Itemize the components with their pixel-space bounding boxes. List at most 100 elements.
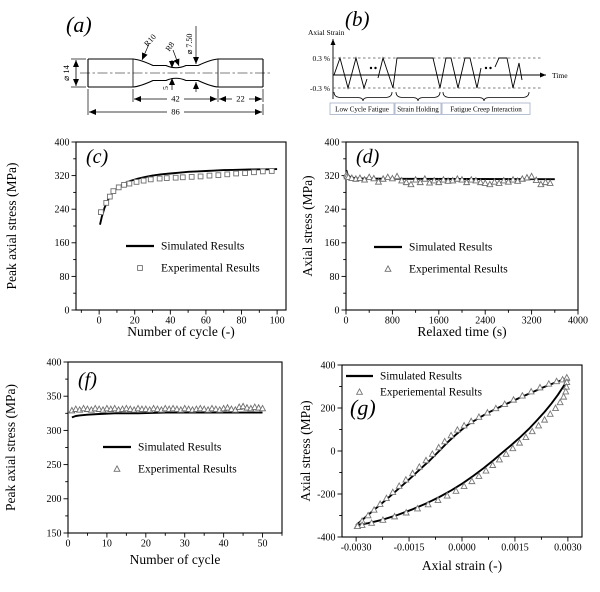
marker-triangle: [443, 491, 451, 499]
x-tick-label: 0.0015: [501, 543, 529, 554]
marker-triangle: [467, 417, 475, 425]
marker-triangle: [79, 404, 88, 412]
marker-triangle: [541, 178, 550, 186]
marker-triangle: [356, 174, 364, 181]
x-tick-label: -0.0015: [394, 543, 425, 554]
marker-triangle: [475, 412, 483, 420]
marker-triangle: [367, 518, 376, 526]
marker-square: [121, 181, 127, 188]
region-label-fci: Fatigue Creep Interaction: [450, 106, 522, 114]
dia750-label: ⌀ 7.50: [185, 34, 194, 55]
marker-triangle: [181, 404, 189, 412]
panel-a-label: (a): [66, 12, 92, 37]
marker-square: [233, 170, 240, 177]
marker-square: [197, 173, 204, 180]
chart-c-peak-stress-vs-cycles: 0 20 40 60 80 100 0 80 160 240 320 400 Number of cyc…: [4, 137, 287, 339]
marker-triangle: [452, 486, 460, 494]
marker-triangle: [482, 466, 490, 474]
marker-triangle: [428, 449, 437, 457]
marker-triangle: [398, 176, 406, 184]
marker-triangle: [500, 176, 508, 184]
marker-triangle: [113, 464, 121, 472]
legend-label: Experimental Results: [138, 464, 237, 476]
marker-triangle: [415, 462, 423, 470]
y-tick-label: 0: [331, 446, 336, 457]
marker-triangle: [460, 421, 468, 429]
y-tick-label: 250: [47, 460, 62, 471]
x-tick-label: 30: [180, 539, 190, 550]
region-box-lcf: [329, 102, 395, 115]
y-axis-label: Peak axial stress (MPa): [3, 384, 18, 511]
marker-triangle: [355, 387, 364, 395]
marker-triangle: [556, 398, 564, 406]
marker-triangle: [413, 504, 422, 512]
marker-triangle: [388, 174, 397, 182]
panel-f-chart: 0 10 20 30 40 50 150 200 250 300 350 400 Number of c…: [0, 340, 300, 592]
marker-triangle: [472, 176, 480, 184]
marker-triangle: [411, 175, 420, 183]
panel-label: (f): [78, 369, 97, 391]
marker-triangle: [515, 438, 524, 446]
chart-f-peak-stress-vs-cycles: 0 10 20 30 40 50 150 200 250 300 350 400 Number of c…: [3, 357, 283, 567]
brace-low-cycle-fatigue: [333, 91, 393, 102]
waveform-xlabel: Time: [552, 71, 568, 80]
region-label-holding: Strain Holding: [397, 106, 439, 114]
marker-triangle: [161, 404, 169, 412]
marker-triangle: [103, 404, 111, 412]
legend-label: Experimental Results: [409, 264, 508, 276]
marker-triangle: [453, 174, 462, 182]
marker-triangle: [489, 461, 497, 468]
marker-triangle: [402, 475, 410, 483]
marker-triangle: [364, 511, 372, 519]
marker-triangle: [492, 404, 500, 412]
x-tick-label: 0.0030: [554, 543, 582, 554]
y-tick-label: 0: [65, 305, 70, 316]
marker-triangle: [522, 433, 530, 440]
ellipsis-dot: [489, 66, 492, 70]
marker-triangle: [184, 405, 193, 412]
marker-square: [137, 265, 143, 271]
x-tick-label: 60: [201, 316, 211, 327]
legend-label: Experiemental Results: [380, 387, 482, 399]
x-tick-label: 800: [385, 316, 400, 327]
panel-d-chart: 0 800 1600 2400 3200 4000 0 80 160 240 320 400 Relax…: [300, 118, 600, 340]
marker-triangle: [422, 456, 430, 464]
x-axis-label: Number of cycle (-): [127, 324, 235, 339]
marker-triangle: [251, 403, 259, 410]
marker-triangle: [212, 405, 220, 412]
chart-d-stress-relaxation: 0 800 1600 2400 3200 4000 0 80 160 240 320 400 Relax…: [300, 137, 588, 339]
waveform-lcf-segment: [333, 56, 368, 90]
waveform-hold-segment: [377, 56, 482, 89]
marker-triangle: [518, 391, 527, 399]
marker-triangle: [382, 494, 391, 502]
marker-triangle: [83, 405, 92, 412]
marker-triangle: [435, 443, 443, 451]
panel-b-waveform-diagram: (b) Axial Strain Time 0.3 % -0.3 %: [300, 0, 600, 118]
marker-triangle: [534, 421, 543, 429]
lower-limit-label: -0.3 %: [310, 84, 330, 93]
brace-fatigue-creep: [442, 91, 530, 102]
marker-triangle: [501, 400, 509, 407]
marker-triangle: [527, 172, 536, 180]
marker-square: [188, 174, 195, 180]
marker-triangle: [453, 425, 462, 433]
y-tick-label: -400: [317, 532, 335, 543]
y-tick-label: 240: [325, 205, 340, 216]
marker-square: [242, 170, 248, 176]
dim-text-bg: [167, 107, 184, 116]
marker-triangle: [142, 405, 150, 412]
x-axis-label: Number of cycle: [130, 552, 221, 567]
marker-triangle: [562, 387, 570, 395]
marker-triangle: [126, 405, 134, 412]
marker-triangle: [407, 180, 415, 188]
marker-triangle: [424, 500, 432, 508]
legend-label: Simulated Results: [380, 371, 462, 383]
marker-triangle: [495, 455, 504, 463]
marker-square: [115, 184, 122, 191]
marker-triangle: [370, 174, 378, 182]
dim-text-bg: [167, 94, 184, 103]
marker-square: [179, 174, 186, 181]
marker-triangle: [552, 377, 561, 385]
y-tick-label: 0: [335, 305, 340, 316]
